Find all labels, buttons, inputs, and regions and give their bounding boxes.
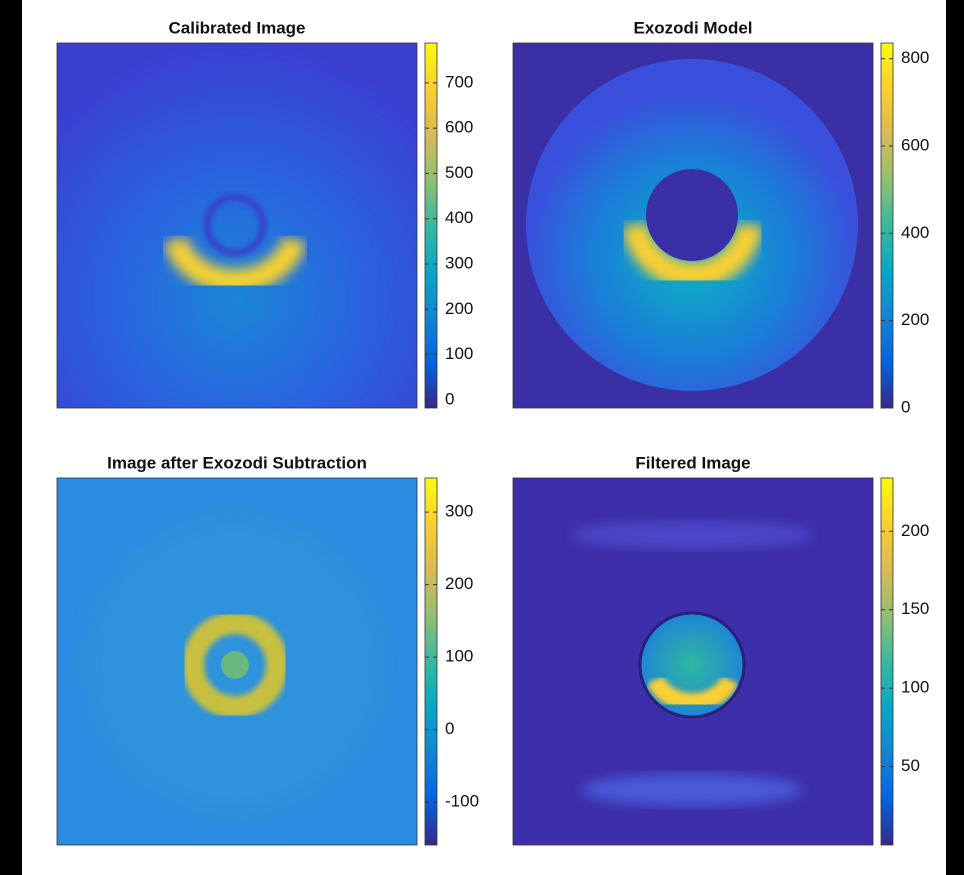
colorbar-tick-label: 200 (445, 299, 473, 318)
colorbar-tick-label: 0 (445, 389, 454, 408)
colorbar-tick-label: 600 (901, 136, 929, 155)
colorbar (425, 43, 437, 408)
colorbar-tick-label: 700 (445, 72, 473, 91)
colorbar-tick-label: 600 (445, 118, 473, 137)
colorbar-tick-label: 50 (901, 756, 920, 775)
figure: Calibrated Image0100200300400500600700Ex… (0, 0, 964, 875)
colorbar-tick-label: 400 (445, 208, 473, 227)
chart-title: Image after Exozodi Subtraction (107, 453, 367, 472)
colorbar-tick-label: 200 (901, 310, 929, 329)
colorbar-tick-label: 100 (445, 647, 473, 666)
chart-title: Exozodi Model (634, 18, 753, 37)
image (513, 478, 873, 845)
colorbar-tick-label: 400 (901, 223, 929, 242)
colorbar (425, 478, 437, 845)
colorbar-tick-label: 200 (445, 574, 473, 593)
chart-title: Filtered Image (635, 453, 750, 472)
colorbar-tick-label: 200 (901, 521, 929, 540)
image (57, 43, 417, 408)
colorbar-tick-label: 300 (445, 502, 473, 521)
colorbar-tick-label: 100 (445, 344, 473, 363)
chart-title: Calibrated Image (169, 18, 306, 37)
colorbar-tick-label: 150 (901, 599, 929, 618)
colorbar (881, 43, 893, 408)
colorbar-tick-label: -100 (445, 792, 479, 811)
image (57, 478, 417, 845)
colorbar-tick-label: 0 (445, 719, 454, 738)
colorbar-tick-label: 500 (445, 163, 473, 182)
colorbar-tick-label: 300 (445, 253, 473, 272)
colorbar-tick-label: 100 (901, 678, 929, 697)
image (513, 43, 873, 408)
colorbar-tick-label: 0 (901, 397, 910, 416)
colorbar (881, 478, 893, 845)
colorbar-tick-label: 800 (901, 48, 929, 67)
